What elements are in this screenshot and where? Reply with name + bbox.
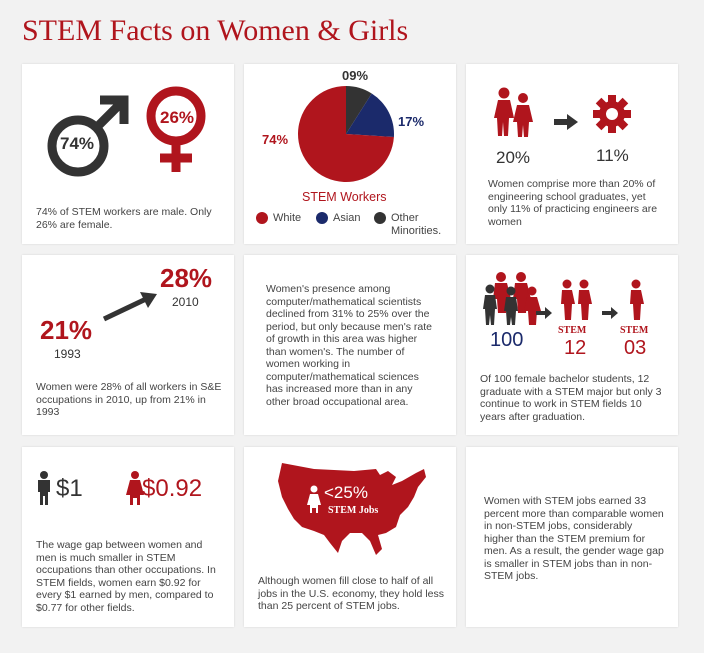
engineers-percentage: 11%: [596, 146, 629, 165]
jobs-percentage: <25%: [324, 483, 368, 502]
card-wage-gap: $1 $0.92 The wage gap between women and …: [22, 447, 234, 627]
engineering-text: Women comprise more than 20% of engineer…: [488, 178, 658, 228]
count-stem-workers: 03: [624, 337, 647, 359]
woman-icon: [307, 485, 321, 513]
man-icon: [38, 471, 50, 505]
computer-math-text: Women's presence among computer/mathemat…: [266, 283, 433, 408]
gender-ratio-text: 74% of STEM workers are male. Only 26% a…: [36, 206, 212, 231]
woman-icon: [126, 471, 144, 505]
wage-gap-text: The wage gap between women and men is mu…: [36, 539, 216, 614]
card-engineering: 20% 11% Women comprise more than 20% of …: [466, 64, 678, 244]
pie-label-asian: 17%: [398, 114, 425, 129]
bachelor-students-text: Of 100 female bachelor students, 12 grad…: [480, 373, 662, 423]
gear-icon: [593, 95, 631, 133]
student-group-icon: [483, 272, 541, 325]
women-group-icon: [494, 87, 533, 137]
arrow-right-icon: [536, 307, 552, 319]
pie-slice-white: [298, 86, 394, 182]
card-bachelor-students: 100 STEM 12 STEM 03 Of 100 female bachel…: [466, 255, 678, 435]
pie-label-other: 09%: [342, 68, 369, 83]
female-percentage: 26%: [160, 108, 195, 127]
card-gender-ratio: 74% 26% 74% of STEM workers are male. On…: [22, 64, 234, 244]
stem-worker-icon: [630, 279, 644, 320]
stem-graduates-icon: [561, 279, 592, 320]
year-1993: 1993: [54, 347, 81, 361]
stem-premium-text: Women with STEM jobs earned 33 percent m…: [484, 495, 664, 582]
year-2010: 2010: [172, 295, 199, 309]
card-us-jobs: <25% STEM Jobs Although women fill close…: [244, 447, 456, 627]
pie-slice-asian: [346, 93, 394, 138]
card-computer-math: Women's presence among computer/mathemat…: [244, 255, 456, 435]
se-occupations-text: Women were 28% of all workers in S&E occ…: [36, 381, 222, 418]
pie-label-white: 74%: [262, 132, 289, 147]
arrow-right-icon: [602, 307, 618, 319]
pie-chart: [298, 86, 394, 182]
card-stem-premium: Women with STEM jobs earned 33 percent m…: [466, 447, 678, 627]
stem-jobs-label: STEM Jobs: [328, 505, 379, 516]
women-earnings: $0.92: [142, 475, 203, 502]
value-1993: 21%: [40, 315, 93, 345]
male-percentage: 74%: [60, 134, 95, 153]
men-earnings: $1: [56, 475, 83, 502]
legend-item-other: Other Minorities.: [374, 212, 441, 238]
stem-label: STEM: [620, 325, 649, 336]
chart-title: STEM Workers: [302, 190, 387, 204]
stem-label: STEM: [558, 325, 587, 336]
card-stem-workers-chart: 09% 17% 74% STEM Workers White Asian Oth…: [244, 64, 456, 244]
page-title: STEM Facts on Women & Girls: [22, 14, 409, 47]
value-2010: 28%: [160, 263, 213, 293]
count-stem-graduates: 12: [564, 337, 587, 359]
legend-item-white: White: [256, 212, 301, 225]
legend-item-asian: Asian: [316, 212, 361, 225]
pie-slice-other: [346, 86, 372, 134]
us-jobs-text: Although women fill close to half of all…: [258, 575, 444, 612]
arrow-right-icon: [554, 114, 578, 130]
male-symbol-icon: [47, 95, 129, 177]
graduates-percentage: 20%: [496, 148, 531, 167]
female-symbol-icon: [146, 86, 206, 172]
card-se-occupations: 21% 1993 28% 2010 Women were 28% of all …: [22, 255, 234, 435]
trend-arrow-icon: [102, 292, 157, 322]
count-all-students: 100: [490, 329, 524, 351]
